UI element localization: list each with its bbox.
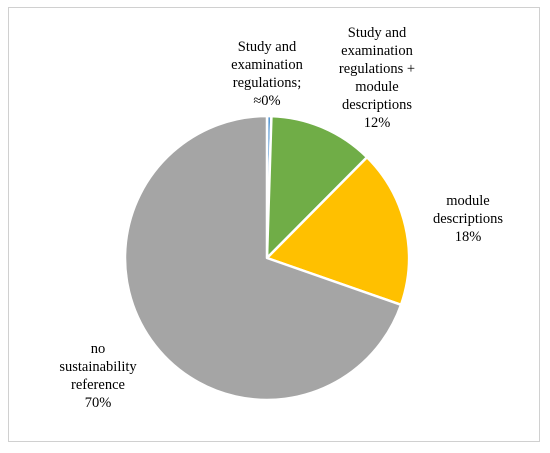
- slice-label-line: examination: [341, 43, 413, 59]
- slice-label-line: descriptions: [432, 211, 504, 227]
- slice-label-line: Study and: [237, 39, 297, 55]
- slice-label-line: module: [446, 193, 490, 209]
- slice-label-line: no: [90, 341, 106, 357]
- slice-label-line: regulations;: [232, 75, 302, 91]
- slice-label-line: Study and: [347, 25, 407, 41]
- slice-label-line: regulations +: [338, 61, 416, 77]
- slice-label-no-sustainability-reference: no sustainability reference 70%: [38, 340, 158, 412]
- slice-label-line: 12%: [363, 115, 391, 131]
- pie-slice-no-sustainability-reference: [123, 114, 403, 402]
- slice-label-line: ≈0%: [253, 93, 281, 109]
- slice-label-line: reference: [71, 377, 125, 393]
- slice-label-module-descriptions: module descriptions 18%: [418, 192, 518, 246]
- pie-slice-study-regulations-module-descriptions: [265, 114, 369, 260]
- pie-slice-module-descriptions: [265, 155, 411, 307]
- slice-label-line: module: [355, 79, 399, 95]
- slice-label-line: 70%: [84, 395, 112, 411]
- slice-label-study-regulations-module-descriptions: Study and examination regulations + module d…: [320, 24, 434, 132]
- slice-label-line: 18%: [454, 229, 482, 245]
- slice-label-line: sustainability: [59, 359, 137, 375]
- slice-label-study-regulations: Study and examination regulations; ≈0%: [222, 38, 312, 110]
- slice-label-line: examination: [231, 57, 303, 73]
- slice-label-line: descriptions: [341, 97, 413, 113]
